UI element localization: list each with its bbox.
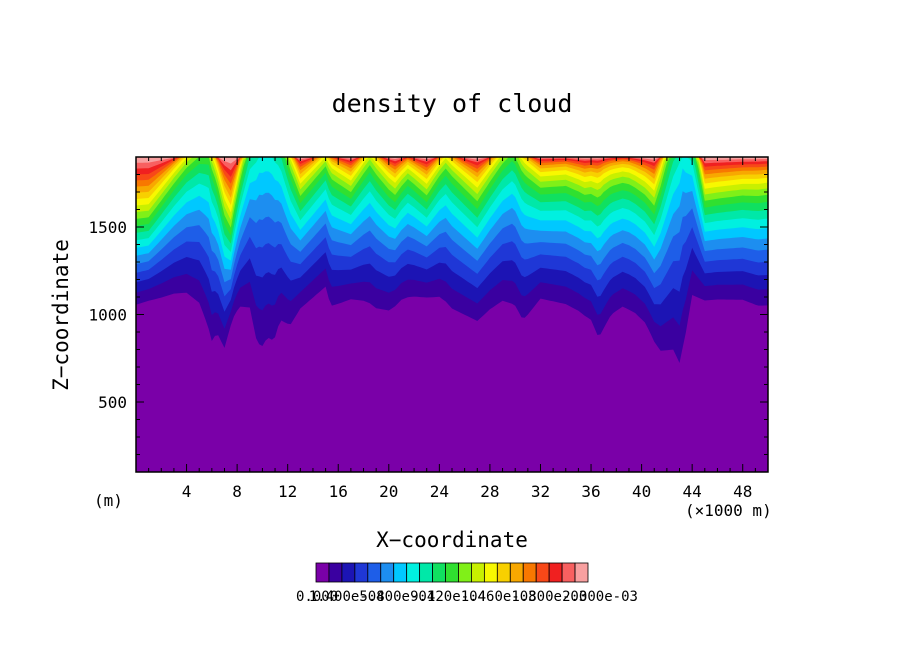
x-tick-label: 12 [278, 482, 297, 501]
y-tick-label: 1000 [88, 306, 127, 325]
y-axis-label: Z−coordinate [49, 239, 73, 391]
y-tick-label: 500 [98, 393, 127, 412]
x-unit-left: (m) [94, 491, 123, 510]
colorbar-swatch [496, 562, 511, 583]
colorbar-label: 9.120e-04 [410, 589, 486, 605]
x-tick-label: 28 [480, 482, 499, 501]
x-unit-right: (×1000 m) [685, 501, 772, 520]
colorbar-label: 1.460e-03 [461, 589, 537, 605]
colorbar-swatch [445, 562, 459, 583]
colorbar-label: 5.800e-04 [359, 589, 435, 605]
colorbar-label: 1.800e-03 [511, 589, 587, 605]
colorbar-swatch [380, 562, 395, 583]
colorbar-swatch [535, 562, 550, 583]
colorbar-swatch [574, 562, 589, 583]
contour-fills [136, 157, 768, 363]
colorbar-swatch [471, 562, 485, 583]
colorbar-swatch [458, 562, 472, 583]
x-axis-label: X−coordinate [376, 528, 528, 552]
x-tick-label: 16 [329, 482, 348, 501]
y-axis-ticks: 500 1000 1500 [88, 174, 768, 455]
colorbar-label: 2.000e-03 [562, 589, 638, 605]
x-axis-ticks: 4 8 12 16 20 24 28 32 36 40 44 48 [148, 157, 756, 501]
colorbar-label: 1.400e-04 [309, 589, 385, 605]
x-tick-label: 20 [379, 482, 398, 501]
x-tick-label: 36 [581, 482, 600, 501]
colorbar-swatch [432, 562, 446, 583]
colorbar-swatch [367, 562, 382, 583]
x-tick-label: 44 [683, 482, 702, 501]
colorbar-swatch [548, 562, 563, 583]
contour-band-14 [136, 157, 768, 205]
contour-band-13 [136, 157, 768, 213]
x-tick-label: 40 [632, 482, 651, 501]
x-tick-label: 24 [430, 482, 449, 501]
colorbar-swatch [328, 562, 343, 583]
x-tick-label: 8 [232, 482, 242, 501]
colorbar-swatch [406, 562, 421, 583]
x-tick-label: 4 [182, 482, 192, 501]
colorbar-swatch [561, 562, 576, 583]
colorbar-label: 0.000 [296, 589, 338, 605]
x-tick-label: 48 [733, 482, 752, 501]
colorbar: 0.0001.400e-045.800e-049.120e-041.460e-0… [296, 562, 638, 605]
colorbar-swatch [315, 562, 330, 583]
colorbar-swatch [522, 562, 537, 583]
colorbar-swatch [354, 562, 369, 583]
y-tick-label: 1500 [88, 218, 127, 237]
x-tick-label: 32 [531, 482, 550, 501]
colorbar-swatch [341, 562, 356, 583]
colorbar-swatch [483, 562, 498, 583]
colorbar-swatch [393, 562, 408, 583]
colorbar-swatch [509, 562, 524, 583]
colorbar-swatch [419, 562, 433, 583]
chart-title: density of cloud [332, 89, 573, 118]
